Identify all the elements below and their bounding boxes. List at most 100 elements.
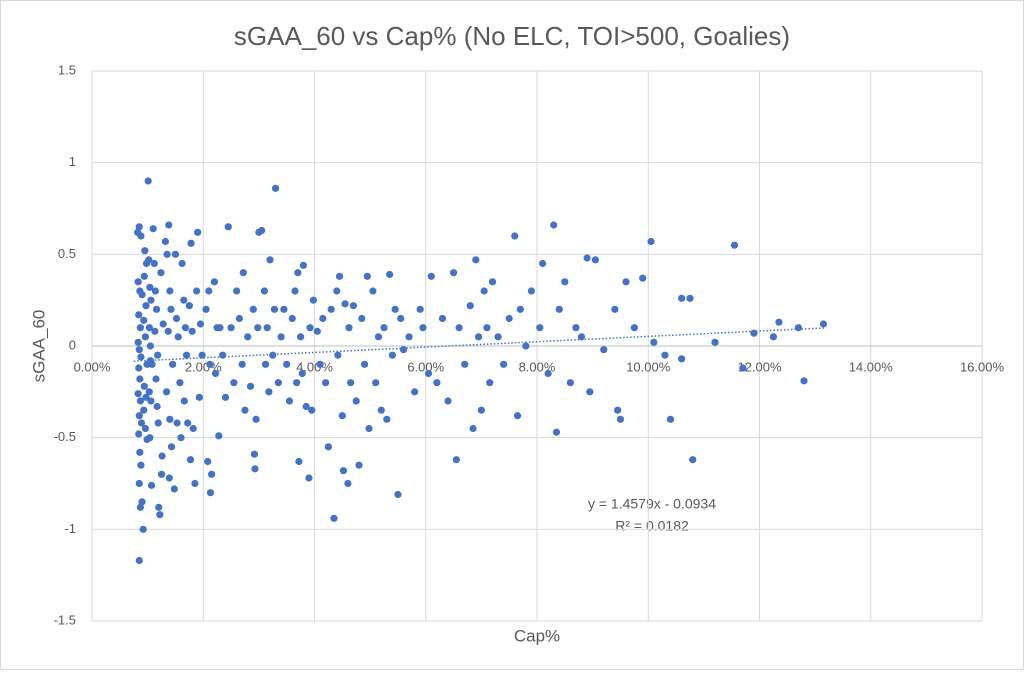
point <box>327 305 335 313</box>
point <box>138 498 146 506</box>
point <box>577 333 586 341</box>
y-tick-label: -1.5 <box>54 612 76 627</box>
point <box>159 320 167 328</box>
point <box>352 397 360 405</box>
point <box>639 274 647 282</box>
point <box>394 490 402 499</box>
point <box>137 419 146 427</box>
point <box>171 250 180 258</box>
point <box>147 296 155 304</box>
point <box>283 360 291 368</box>
point <box>324 443 333 451</box>
point <box>145 324 153 332</box>
point <box>800 377 808 385</box>
point <box>600 346 608 354</box>
point <box>134 338 142 346</box>
point <box>141 247 149 255</box>
point <box>372 379 380 387</box>
point <box>252 415 260 423</box>
point <box>552 428 561 436</box>
point <box>385 270 394 279</box>
point <box>469 424 477 433</box>
point <box>134 390 142 398</box>
point <box>176 379 184 387</box>
point <box>136 375 144 383</box>
point <box>689 456 697 464</box>
point <box>474 333 483 341</box>
point <box>438 314 447 323</box>
point <box>178 259 186 268</box>
point <box>205 287 213 295</box>
point <box>221 393 230 401</box>
point <box>167 443 176 451</box>
point <box>305 474 313 482</box>
point <box>511 232 519 240</box>
point <box>269 351 277 359</box>
point <box>263 324 271 332</box>
point <box>254 324 262 332</box>
point <box>313 327 321 335</box>
point <box>246 382 255 390</box>
trendline-equation: y = 1.4579x - 0.0934 <box>588 496 716 512</box>
point <box>477 406 485 414</box>
point <box>622 278 630 286</box>
point <box>239 269 247 277</box>
y-tick-label: -1 <box>64 521 76 536</box>
point <box>333 287 341 295</box>
point <box>285 397 294 405</box>
point <box>166 415 174 423</box>
point <box>141 424 149 433</box>
point <box>140 406 148 414</box>
point <box>536 324 544 332</box>
point <box>154 351 162 359</box>
point <box>452 456 460 464</box>
point <box>265 388 273 396</box>
point <box>146 283 154 291</box>
point <box>154 419 162 427</box>
trendline <box>133 327 827 362</box>
point <box>238 360 246 368</box>
point <box>586 388 594 396</box>
point <box>550 221 558 229</box>
point <box>302 402 310 411</box>
point <box>210 278 218 286</box>
point <box>522 342 530 350</box>
point <box>322 379 330 387</box>
point <box>211 369 220 378</box>
point <box>137 353 145 361</box>
point <box>306 324 314 332</box>
point <box>775 318 783 326</box>
point <box>647 237 655 246</box>
point <box>296 333 305 341</box>
point <box>174 333 182 341</box>
point <box>166 287 174 295</box>
point <box>191 479 199 488</box>
point <box>136 448 144 456</box>
point <box>274 379 282 387</box>
point <box>147 481 156 489</box>
y-tick-label: 0.5 <box>58 246 76 261</box>
point <box>216 324 224 332</box>
point <box>614 406 622 414</box>
point <box>180 397 188 405</box>
point <box>139 525 147 533</box>
point <box>349 302 358 310</box>
point <box>141 333 149 341</box>
point <box>224 223 232 231</box>
point <box>365 424 373 433</box>
point <box>538 259 547 268</box>
point <box>165 221 173 229</box>
point <box>152 375 160 383</box>
point <box>358 314 366 323</box>
point <box>363 272 371 280</box>
point <box>136 324 144 332</box>
x-axis-label: Cap% <box>514 626 560 645</box>
point <box>686 294 694 302</box>
point <box>294 269 302 277</box>
point <box>611 305 619 313</box>
point <box>135 223 143 231</box>
point <box>192 287 201 295</box>
